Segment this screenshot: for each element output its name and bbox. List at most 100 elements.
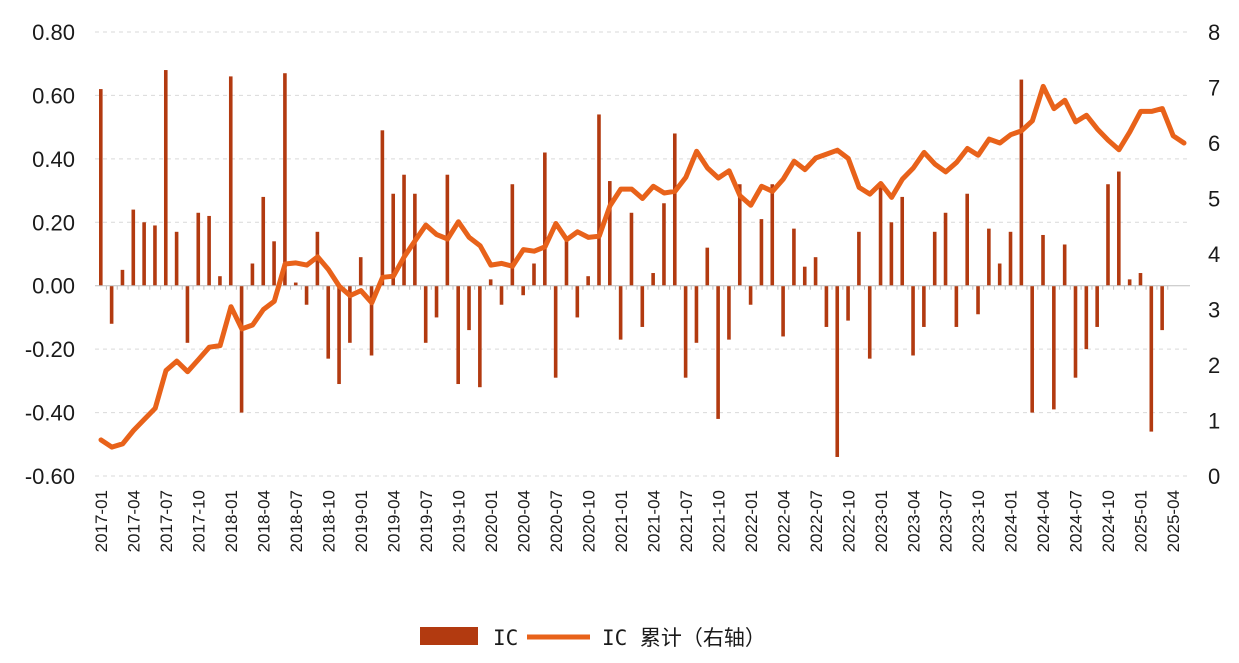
bar-ic [651, 273, 655, 286]
bar-ic [889, 222, 894, 286]
bar-ic [976, 285, 980, 315]
bar-ic [228, 76, 233, 286]
bar-ic [618, 285, 623, 340]
bar-ic [488, 279, 493, 286]
x-tick-label: 2018-10 [319, 490, 338, 552]
bar-ic [1008, 231, 1013, 286]
x-tick-label: 2022-07 [807, 490, 826, 552]
bar-ic [120, 269, 125, 286]
bar-ic [99, 89, 103, 286]
bar-ic [672, 133, 677, 286]
bar-ic [358, 257, 363, 286]
bar-ic [1030, 285, 1034, 413]
y-left-tick-label: 0.80 [32, 20, 75, 45]
x-tick-label: 2020-01 [482, 490, 501, 552]
bar-ic [748, 285, 753, 305]
y-axis-left: 0.80 0.60 0.40 0.20 0.00 -0.20 -0.40 -0.60 [25, 20, 75, 489]
x-tick-label: 2019-07 [417, 490, 436, 552]
bar-ic [1138, 273, 1143, 286]
y-right-tick-label: 1 [1208, 409, 1220, 434]
bar-ic [629, 212, 634, 286]
bar-ic [1084, 285, 1089, 350]
bar-ic [727, 285, 731, 340]
y-left-tick-label: -0.60 [25, 464, 75, 489]
bar-ic [499, 285, 504, 305]
bar-ic [250, 263, 255, 286]
bar-ic [456, 285, 460, 385]
bar-ic [293, 282, 298, 286]
bar-ic [1117, 171, 1121, 286]
bar-ic [261, 196, 266, 286]
bar-ic [705, 247, 710, 286]
bar-ic [802, 266, 807, 286]
x-tick-label: 2020-07 [547, 490, 566, 552]
bar-ic [640, 285, 645, 327]
x-tick-label: 2024-10 [1099, 490, 1118, 552]
bar-ic [1106, 184, 1110, 286]
x-tick-label: 2023-10 [969, 490, 988, 552]
bar-ic [1052, 285, 1056, 410]
bar-ic [716, 285, 720, 419]
y-right-tick-label: 0 [1208, 464, 1220, 489]
legend-swatch-ic [420, 627, 478, 645]
bar-ic [997, 263, 1002, 286]
x-tick-label: 2024-01 [1002, 490, 1021, 552]
bar-ic [304, 285, 309, 305]
bar-ic [824, 285, 829, 327]
x-tick-label: 2020-04 [514, 490, 533, 552]
bar-ic [586, 276, 590, 286]
bar-ic [521, 285, 525, 296]
y-right-tick-label: 4 [1208, 242, 1220, 267]
grid-lines [95, 31, 1190, 477]
x-tick-label: 2017-10 [189, 490, 208, 552]
x-tick-label: 2022-04 [774, 490, 793, 552]
bar-ic [1149, 285, 1154, 432]
bar-ic [954, 285, 959, 327]
bar-ic [737, 184, 742, 286]
bar-ic [283, 73, 287, 286]
bar-ic [1041, 234, 1045, 286]
bar-ic [867, 285, 872, 359]
x-tick-label: 2023-04 [904, 490, 923, 552]
y-axis-right: 8 7 6 5 4 3 2 1 0 [1208, 20, 1220, 489]
y-right-tick-label: 5 [1208, 187, 1220, 212]
bar-ic [207, 215, 211, 286]
x-tick-label: 2021-04 [644, 490, 663, 552]
x-tick-label: 2021-10 [709, 490, 728, 552]
y-left-tick-label: 0.00 [32, 274, 75, 299]
x-tick-label: 2021-01 [612, 490, 631, 552]
y-left-tick-label: 0.60 [32, 83, 75, 108]
legend: IC IC 累计（右轴） [420, 626, 766, 650]
x-tick-label: 2018-07 [287, 490, 306, 552]
bar-ic [185, 285, 190, 343]
line-series-ic-cumulative [98, 83, 1187, 450]
bar-ic [380, 130, 385, 286]
y-right-tick-label: 7 [1208, 76, 1220, 101]
bar-ic [943, 212, 948, 286]
bar-ic [900, 196, 905, 286]
bar-ic [1062, 244, 1067, 286]
bar-ic [835, 285, 840, 457]
x-axis-tick-labels: 2017-01 2017-04 2017-07 2017-10 2018-01 2018-… [92, 490, 1183, 552]
x-tick-label: 2017-01 [92, 490, 111, 552]
bar-ic [922, 285, 926, 327]
bar-ic [597, 114, 601, 286]
bar-ic [196, 212, 201, 286]
bar-ic [1160, 285, 1164, 331]
bar-ic [878, 187, 883, 286]
bar-ic [402, 174, 406, 286]
x-tick-label: 2018-01 [222, 490, 241, 552]
bar-ic [553, 285, 558, 378]
bar-ic [1073, 285, 1078, 378]
bar-ic [478, 285, 482, 388]
x-tick-label: 2019-04 [384, 490, 403, 552]
bar-ic [575, 285, 580, 318]
bar-ic [759, 219, 764, 286]
bar-series-ic [99, 70, 1164, 457]
x-tick-label: 2022-01 [742, 490, 761, 552]
bar-ic [781, 285, 785, 337]
bar-ic [348, 285, 352, 343]
bar-ic [770, 184, 775, 286]
x-tick-label: 2023-07 [937, 490, 956, 552]
